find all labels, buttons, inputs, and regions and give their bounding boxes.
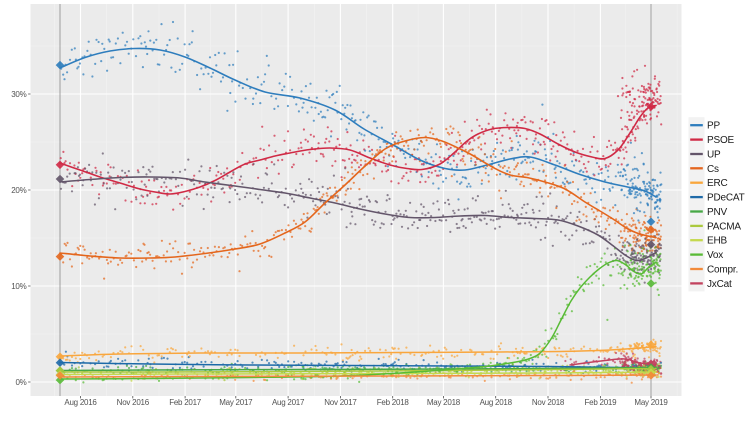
svg-text:Nov 2017: Nov 2017 [324, 398, 357, 407]
svg-text:EHB: EHB [707, 236, 727, 247]
svg-text:Feb 2019: Feb 2019 [584, 398, 617, 407]
svg-text:May 2019: May 2019 [634, 398, 668, 407]
svg-text:Nov 2016: Nov 2016 [117, 398, 150, 407]
svg-text:0%: 0% [15, 378, 26, 387]
svg-text:Nov 2018: Nov 2018 [532, 398, 565, 407]
svg-text:Feb 2017: Feb 2017 [169, 398, 202, 407]
svg-text:JxCat: JxCat [707, 279, 732, 290]
svg-text:PNV: PNV [707, 207, 727, 218]
svg-text:May 2017: May 2017 [219, 398, 253, 407]
svg-text:Cs: Cs [707, 164, 719, 175]
svg-text:Vox: Vox [707, 250, 723, 261]
svg-text:Feb 2018: Feb 2018 [377, 398, 410, 407]
svg-text:PP: PP [707, 121, 720, 132]
svg-text:Aug 2017: Aug 2017 [272, 398, 305, 407]
svg-text:PDeCAT: PDeCAT [707, 193, 745, 204]
svg-text:PSOE: PSOE [707, 135, 735, 146]
svg-text:PACMA: PACMA [707, 221, 741, 232]
svg-text:30%: 30% [11, 90, 26, 99]
svg-text:ERC: ERC [707, 178, 728, 189]
svg-text:Aug 2016: Aug 2016 [64, 398, 97, 407]
svg-text:Compr.: Compr. [707, 265, 738, 276]
svg-text:10%: 10% [11, 282, 26, 291]
svg-text:20%: 20% [11, 186, 26, 195]
svg-text:Aug 2018: Aug 2018 [480, 398, 513, 407]
svg-text:May 2018: May 2018 [427, 398, 461, 407]
svg-text:UP: UP [707, 150, 721, 161]
